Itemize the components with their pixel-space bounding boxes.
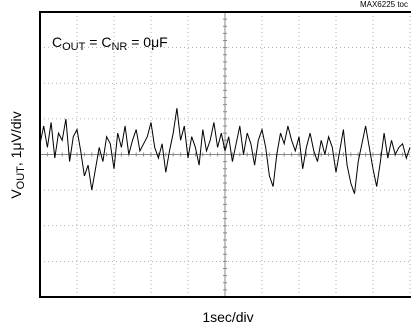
- annotation-part: = 0μF: [127, 34, 167, 50]
- annotation-part: = C: [85, 34, 111, 50]
- annotation-sub: OUT: [62, 41, 86, 53]
- y-label-sub: OUT: [15, 166, 27, 190]
- trace: [39, 108, 411, 194]
- annotation: COUT = CNR = 0μF: [52, 34, 168, 53]
- annotation-part: C: [52, 34, 62, 50]
- annotation-sub: NR: [111, 41, 127, 53]
- y-label-part: , 1μV/div: [8, 111, 24, 166]
- y-label-part: V: [8, 189, 24, 199]
- figure-tag: MAX6225 toc: [360, 0, 408, 9]
- plot-frame: [39, 11, 411, 298]
- y-axis-label: VOUT, 1μV/div: [8, 111, 27, 198]
- x-axis-label: 1sec/div: [202, 309, 253, 325]
